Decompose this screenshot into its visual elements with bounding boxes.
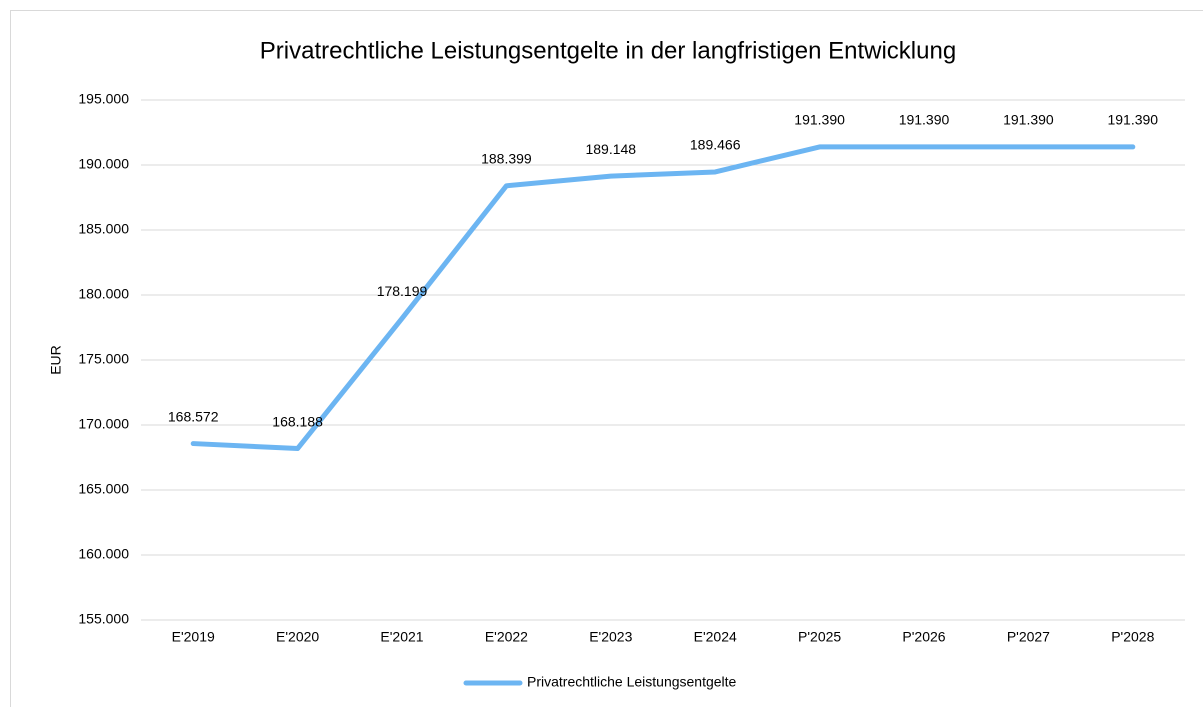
data-label: 191.390 [1107,112,1158,128]
x-tick-label: P'2026 [902,629,945,645]
y-tick-label: 195.000 [78,91,129,107]
x-tick-label: E'2020 [276,629,319,645]
x-tick-label: E'2024 [694,629,737,645]
y-tick-label: 165.000 [78,481,129,497]
y-tick-label: 180.000 [78,286,129,302]
x-tick-label: P'2027 [1007,629,1050,645]
legend-label: Privatrechtliche Leistungsentgelte [527,674,737,690]
data-label: 168.188 [272,413,323,429]
x-tick-label: E'2022 [485,629,528,645]
data-label: 188.399 [481,151,532,167]
y-tick-label: 170.000 [78,416,129,432]
x-tick-label: E'2021 [380,629,423,645]
y-tick-label: 160.000 [78,546,129,562]
x-tick-label: P'2025 [798,629,841,645]
data-label: 191.390 [794,112,845,128]
data-label: 168.572 [168,408,219,424]
data-label: 189.466 [690,137,741,153]
x-tick-label: E'2023 [589,629,632,645]
chart-title: Privatrechtliche Leistungsentgelte in de… [260,37,956,64]
data-label: 189.148 [585,141,636,157]
y-tick-label: 155.000 [78,611,129,627]
x-tick-label: P'2028 [1111,629,1154,645]
y-tick-label: 190.000 [78,156,129,172]
y-tick-label: 185.000 [78,221,129,237]
data-line [190,144,1136,452]
data-label: 191.390 [899,112,950,128]
x-tick-label: E'2019 [172,629,215,645]
y-axis-label: EUR [48,345,64,375]
chart-frame [10,10,1203,707]
data-label: 178.199 [377,283,428,299]
y-tick-label: 175.000 [78,351,129,367]
data-label: 191.390 [1003,112,1054,128]
